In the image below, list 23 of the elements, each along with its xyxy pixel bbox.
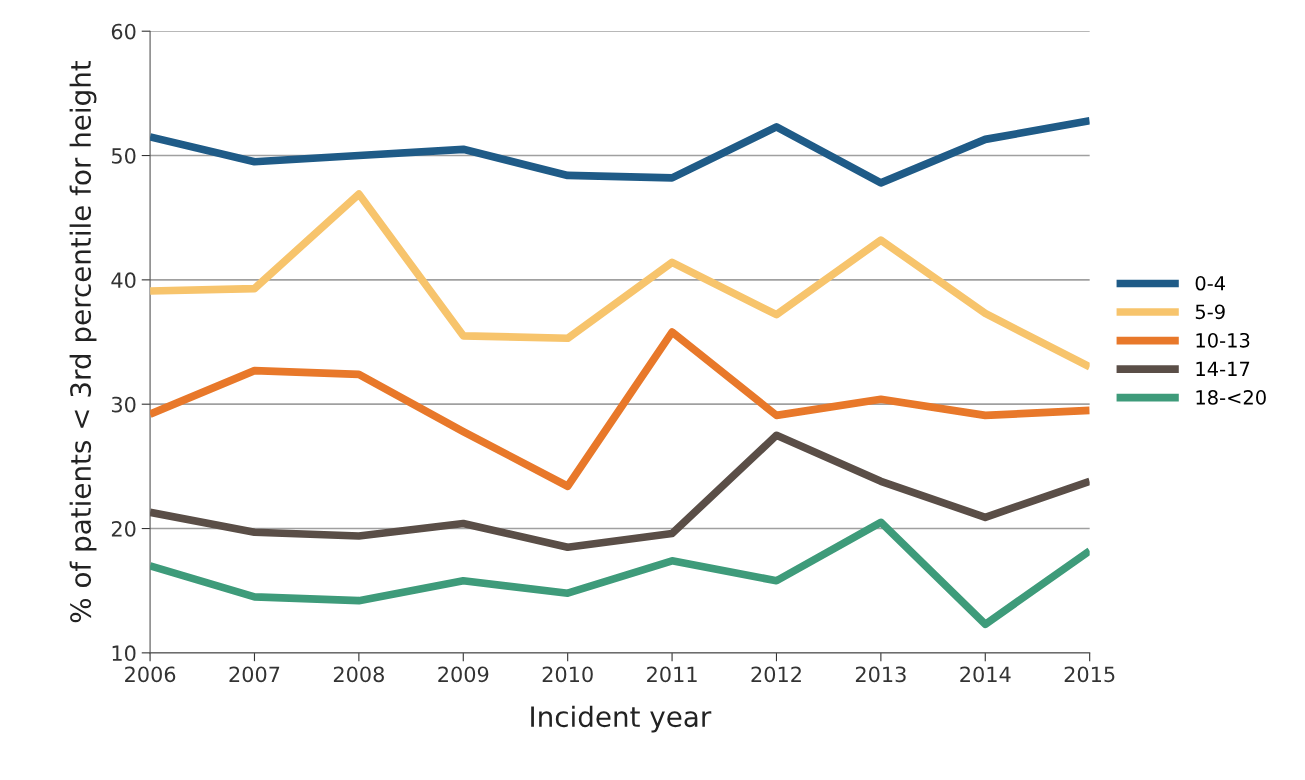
x-tick-label: 2015 — [1064, 666, 1115, 683]
x-tick-label: 2014 — [960, 666, 1011, 683]
legend-label: 5-9 — [1195, 304, 1225, 320]
y-tick-label: 20 — [111, 520, 136, 537]
y-tick-label: 10 — [112, 645, 136, 662]
y-tick-label: 40 — [111, 272, 136, 289]
y-axis-title: % of patients < 3rd percentile for height — [69, 60, 97, 623]
x-tick-label: 2006 — [125, 666, 176, 683]
x-tick-label: 2012 — [751, 666, 801, 683]
legend-label: 10-13 — [1196, 332, 1250, 348]
y-tick-label: 30 — [111, 396, 136, 413]
x-tick-label: 2010 — [542, 666, 593, 683]
y-tick-label: 50 — [111, 147, 136, 164]
x-tick-label: 2007 — [229, 666, 280, 683]
x-tick-label: 2013 — [855, 666, 906, 683]
legend-label: 14-17 — [1196, 361, 1250, 376]
legend-label: 18-<20 — [1196, 390, 1266, 405]
x-tick-label: 2011 — [647, 666, 697, 683]
x-axis-title: Incident year — [531, 705, 712, 733]
y-tick-label: 60 — [111, 23, 136, 40]
x-tick-label: 2009 — [438, 666, 489, 683]
legend-label: 0-4 — [1195, 275, 1226, 291]
x-tick-label: 2008 — [333, 666, 384, 683]
